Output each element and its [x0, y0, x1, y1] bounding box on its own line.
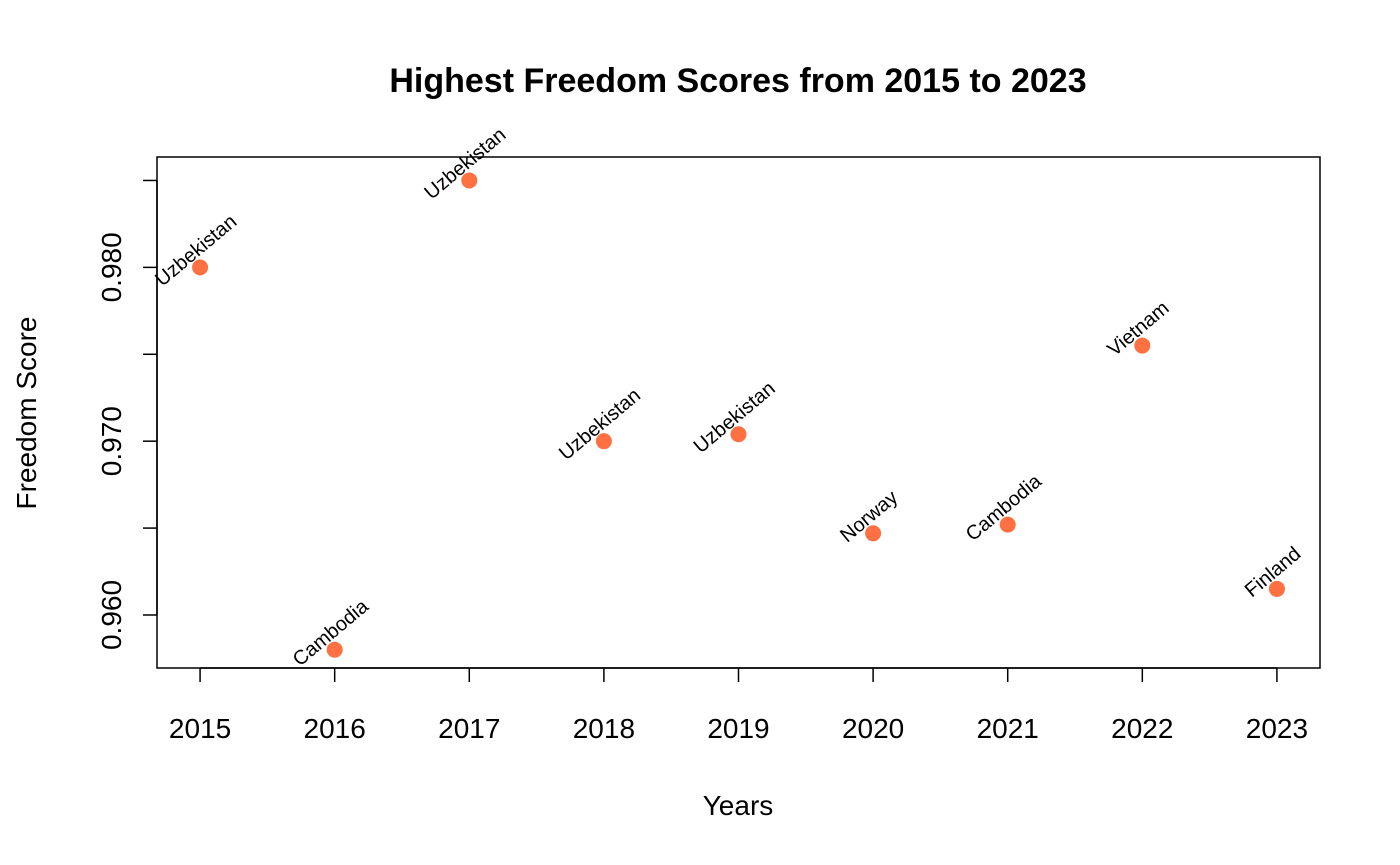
- x-tick-label: 2022: [1111, 713, 1173, 744]
- data-point: [595, 433, 612, 450]
- x-tick-label: 2015: [169, 713, 231, 744]
- x-tick-label: 2021: [977, 713, 1039, 744]
- y-tick-label: 0.960: [96, 580, 127, 650]
- point-label: Uzbekistan: [555, 384, 645, 464]
- x-tick-label: 2020: [842, 713, 904, 744]
- y-axis-label: Freedom Score: [11, 317, 42, 510]
- x-axis: 2015 2016 2017 2018 2019 2020 2021 2022 2023: [169, 667, 1308, 744]
- data-point: [1268, 580, 1285, 597]
- x-axis-label: Years: [703, 790, 774, 821]
- y-axis: 0.960 0.970 0.980: [96, 179, 158, 650]
- point-label: Cambodia: [962, 470, 1047, 546]
- point-label: Uzbekistan: [420, 124, 510, 204]
- chart-title: Highest Freedom Scores from 2015 to 2023: [389, 62, 1086, 100]
- x-tick-label: 2018: [573, 713, 635, 744]
- data-point: [1134, 337, 1151, 354]
- x-tick-label: 2017: [438, 713, 500, 744]
- x-tick-label: 2016: [304, 713, 366, 744]
- data-point: [192, 259, 209, 276]
- data-point: [326, 641, 343, 658]
- data-point: [999, 516, 1016, 533]
- x-tick-label: 2023: [1246, 713, 1308, 744]
- x-tick-label: 2019: [707, 713, 769, 744]
- data-point: [730, 426, 747, 443]
- y-tick-label: 0.980: [96, 232, 127, 302]
- point-label: Uzbekistan: [151, 211, 241, 291]
- data-point: [461, 172, 478, 189]
- data-point: [865, 525, 882, 542]
- y-tick-label: 0.970: [96, 406, 127, 476]
- point-label: Cambodia: [289, 595, 374, 671]
- point-label: Uzbekistan: [690, 377, 780, 457]
- data-points: Uzbekistan Cambodia Uzbekistan Uzbekistan Uz…: [151, 124, 1305, 671]
